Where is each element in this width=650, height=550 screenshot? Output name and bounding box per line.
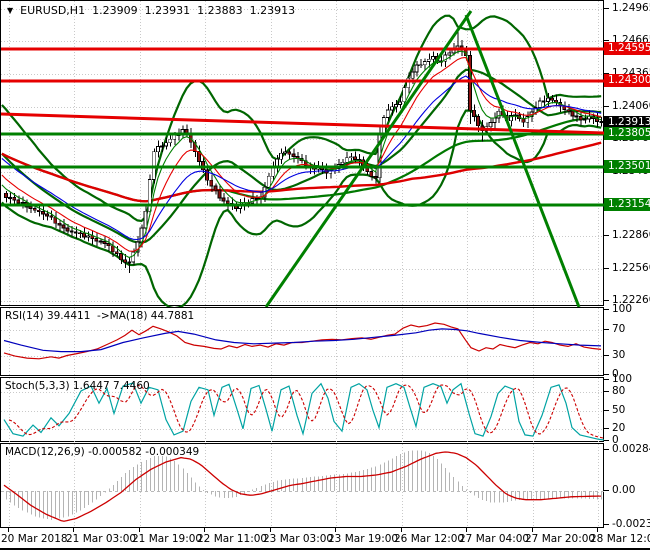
price-tick-label: 30 [612, 349, 626, 361]
rsi-label: RSI(14) 39.4411 ->MA(18) 44.7881 [5, 310, 195, 322]
axis-tick-mark [604, 309, 609, 310]
price-marker-label: 1.23913 [604, 116, 650, 129]
time-tick-mark [532, 528, 533, 532]
price-marker-label: 1.23154 [604, 198, 650, 211]
time-tick-label: 23 Mar 03:00 [263, 533, 334, 545]
axis-tick-mark [604, 410, 609, 411]
axis-tick-mark [604, 329, 609, 330]
time-tick-mark [335, 528, 336, 532]
time-tick-mark [270, 528, 271, 532]
time-tick-mark [597, 528, 598, 532]
high-price: 1.23931 [144, 4, 191, 17]
macd-panel: MACD(12,26,9) -0.000582 -0.000349 [0, 443, 605, 529]
price-tick-label: 0 [612, 434, 619, 446]
time-tick-mark [401, 528, 402, 532]
axis-tick-mark [604, 490, 609, 491]
price-axis[interactable]: 1.249651.246651.243651.240601.237601.234… [604, 0, 650, 530]
price-tick-label: 80 [612, 385, 626, 397]
stochastic-panel: Stoch(5,3,3) 1.6447 7.4460 [0, 377, 605, 443]
time-tick-label: 20 Mar 2018 [1, 533, 68, 545]
close-price: 1.23913 [249, 4, 296, 17]
main-chart-canvas[interactable] [1, 1, 605, 307]
time-tick-label: 27 Mar 04:00 [459, 533, 530, 545]
open-price: 1.23909 [92, 4, 138, 17]
price-tick-label: 20 [612, 422, 626, 434]
time-tick-mark [73, 528, 74, 532]
axis-tick-mark [604, 235, 609, 236]
axis-tick-mark [604, 73, 609, 74]
price-marker-label: 1.24595 [604, 42, 650, 55]
axis-tick-mark [604, 106, 609, 107]
axis-tick-mark [604, 428, 609, 429]
main-chart-panel: ▼ EURUSD,H1 1.23909 1.23931 1.23883 1.23… [0, 0, 605, 307]
price-tick-label: 1.22860 [612, 229, 650, 241]
price-marker-label: 1.24300 [604, 74, 650, 87]
price-tick-label: 50 [612, 404, 626, 416]
time-tick-label: 27 Mar 20:00 [525, 533, 596, 545]
price-tick-label: 0.002842 [612, 443, 650, 455]
low-price: 1.23883 [197, 4, 243, 17]
chart-title: ▼ EURUSD,H1 1.23909 1.23931 1.23883 1.23… [7, 4, 302, 17]
axis-tick-mark [604, 40, 609, 41]
time-tick-mark [204, 528, 205, 532]
price-tick-label: 100 [612, 373, 633, 385]
axis-tick-mark [604, 379, 609, 380]
axis-tick-mark [604, 355, 609, 356]
price-tick-label: -0.002338 [612, 518, 650, 530]
price-tick-label: 0 [612, 368, 619, 380]
price-tick-label: 70 [612, 323, 626, 335]
axis-tick-mark [604, 449, 609, 450]
time-tick-mark [8, 528, 9, 532]
axis-tick-mark [604, 440, 609, 441]
time-axis[interactable]: 20 Mar 2018 21 Mar 03:00 21 Mar 19:00 22 Ma… [0, 528, 650, 550]
price-tick-label: 1.24060 [612, 100, 650, 112]
price-tick-label: 1.22560 [612, 262, 650, 274]
symbol-timeframe: EURUSD,H1 [20, 4, 86, 17]
stochastic-label: Stoch(5,3,3) 1.6447 7.4460 [5, 380, 150, 392]
macd-canvas[interactable] [1, 444, 605, 529]
time-tick-label: 28 Mar 12:00 [590, 533, 650, 545]
price-tick-label: 0.00 [612, 484, 636, 496]
rsi-canvas[interactable] [1, 308, 605, 377]
axis-tick-mark [604, 374, 609, 375]
axis-tick-mark [604, 8, 609, 9]
macd-label: MACD(12,26,9) -0.000582 -0.000349 [5, 446, 200, 458]
axis-tick-mark [604, 300, 609, 301]
time-tick-mark [466, 528, 467, 532]
time-tick-label: 21 Mar 19:00 [132, 533, 203, 545]
time-tick-label: 23 Mar 19:00 [328, 533, 399, 545]
time-tick-label: 26 Mar 12:00 [394, 533, 465, 545]
stochastic-canvas[interactable] [1, 378, 605, 443]
chart-dropdown-icon[interactable]: ▼ [7, 6, 14, 15]
price-tick-label: 100 [612, 303, 633, 315]
axis-tick-mark [604, 524, 609, 525]
time-tick-label: 21 Mar 03:00 [66, 533, 137, 545]
rsi-panel: RSI(14) 39.4411 ->MA(18) 44.7881 [0, 307, 605, 377]
axis-tick-mark [604, 268, 609, 269]
price-marker-label: 1.23805 [604, 127, 650, 140]
price-marker-label: 1.23501 [604, 160, 650, 173]
price-tick-label: 1.22260 [612, 294, 650, 306]
price-tick-label: 1.24965 [612, 2, 650, 14]
time-tick-mark [139, 528, 140, 532]
axis-tick-mark [604, 391, 609, 392]
time-tick-label: 22 Mar 11:00 [197, 533, 268, 545]
